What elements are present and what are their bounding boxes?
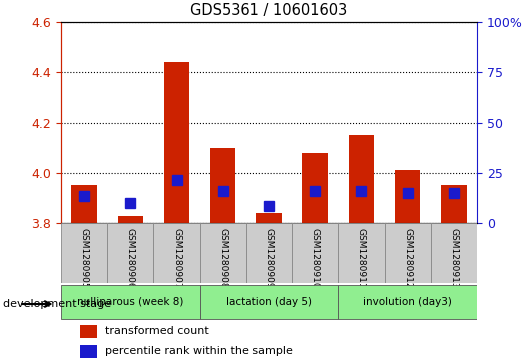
- Bar: [61, 223, 107, 283]
- Text: percentile rank within the sample: percentile rank within the sample: [105, 346, 293, 356]
- Text: development stage: development stage: [3, 299, 111, 309]
- Text: GSM1280912: GSM1280912: [403, 228, 412, 289]
- Bar: [200, 223, 246, 283]
- Bar: [431, 223, 477, 283]
- Text: GSM1280908: GSM1280908: [218, 228, 227, 289]
- Bar: [303, 153, 328, 223]
- Bar: [441, 185, 466, 223]
- Bar: [338, 285, 477, 319]
- Bar: [164, 62, 189, 223]
- Text: GSM1280909: GSM1280909: [264, 228, 273, 289]
- Bar: [107, 223, 153, 283]
- Bar: [153, 223, 200, 283]
- Bar: [292, 223, 338, 283]
- Text: involution (day3): involution (day3): [363, 297, 452, 307]
- Bar: [395, 170, 420, 223]
- Text: GSM1280910: GSM1280910: [311, 228, 320, 289]
- Bar: [118, 216, 143, 223]
- Text: transformed count: transformed count: [105, 326, 208, 337]
- Text: nulliparous (week 8): nulliparous (week 8): [77, 297, 183, 307]
- Text: GSM1280907: GSM1280907: [172, 228, 181, 289]
- Bar: [349, 135, 374, 223]
- Bar: [210, 148, 235, 223]
- Bar: [257, 213, 281, 223]
- Text: GSM1280906: GSM1280906: [126, 228, 135, 289]
- Bar: [385, 223, 431, 283]
- Title: GDS5361 / 10601603: GDS5361 / 10601603: [190, 3, 348, 18]
- Bar: [200, 285, 338, 319]
- Bar: [80, 344, 96, 358]
- Bar: [246, 223, 292, 283]
- Text: GSM1280905: GSM1280905: [80, 228, 89, 289]
- Bar: [80, 325, 96, 338]
- Bar: [72, 185, 97, 223]
- Bar: [338, 223, 385, 283]
- Text: GSM1280913: GSM1280913: [449, 228, 458, 289]
- Bar: [61, 285, 200, 319]
- Text: GSM1280911: GSM1280911: [357, 228, 366, 289]
- Text: lactation (day 5): lactation (day 5): [226, 297, 312, 307]
